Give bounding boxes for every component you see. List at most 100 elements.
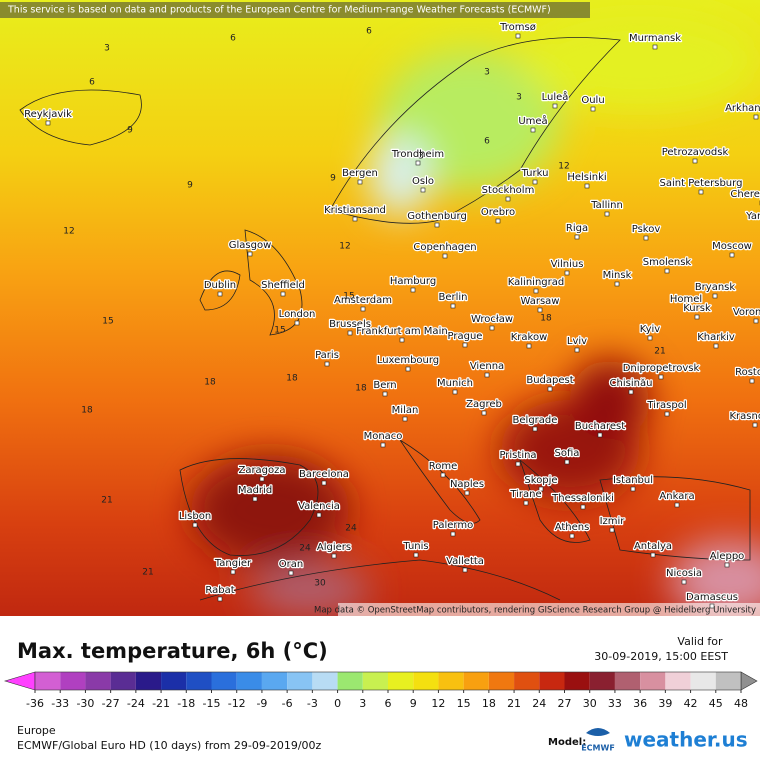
colorbar-band: [110, 672, 136, 690]
city-marker: [45, 120, 51, 126]
city-label: Yaroslavl: [745, 211, 760, 222]
city-marker: [515, 33, 521, 39]
colorbar-band: [514, 672, 540, 690]
colorbar-tick-label: 42: [684, 697, 698, 710]
city-marker: [405, 366, 411, 372]
city-label: Oulu: [581, 95, 604, 106]
city-marker: [597, 432, 603, 438]
city-label: Umeå: [518, 114, 547, 127]
colorbar-band: [337, 672, 363, 690]
city-label: Monaco: [364, 431, 403, 442]
city-marker: [650, 552, 656, 558]
city-label: London: [279, 309, 316, 320]
city-marker: [709, 603, 715, 609]
city-marker: [681, 579, 687, 585]
city-marker: [217, 291, 223, 297]
colorbar-band: [135, 672, 162, 690]
city-marker: [547, 386, 553, 392]
city-marker: [434, 222, 440, 228]
city-marker: [413, 552, 419, 558]
city-marker: [415, 160, 421, 166]
city-marker: [495, 218, 501, 224]
city-marker: [574, 347, 580, 353]
city-label: Kharkiv: [697, 332, 735, 343]
colorbar-tick-label: 21: [507, 697, 521, 710]
city-marker: [217, 596, 223, 602]
colorbar-tick-label: -15: [203, 697, 221, 710]
city-label: Luxembourg: [377, 355, 439, 366]
city-label: Skopje: [524, 475, 557, 486]
warm-area: [520, 10, 760, 110]
city-marker: [280, 291, 286, 297]
colorbar-band: [287, 672, 313, 690]
city-marker: [515, 461, 521, 467]
contour-label: 3: [104, 44, 110, 54]
city-marker: [505, 196, 511, 202]
coastlines: [19, 37, 751, 601]
contour-label: 21: [142, 568, 153, 578]
city-marker: [752, 422, 758, 428]
contour-label: 15: [343, 292, 354, 302]
city-label: Antalya: [634, 541, 672, 552]
colorbar-tick-label: 48: [734, 697, 748, 710]
contour-label: 18: [286, 374, 298, 384]
city-label: Krasnodar: [729, 411, 760, 422]
city-label: Tallinn: [590, 200, 623, 211]
city-marker: [664, 268, 670, 274]
city-label: Bern: [373, 380, 396, 391]
city-label: Aleppo: [710, 551, 745, 562]
contour-label: 3: [484, 68, 490, 78]
city-label: Kristiansand: [324, 205, 386, 216]
colorbar-tick-label: -30: [76, 697, 94, 710]
city-marker: [609, 527, 615, 533]
colorbar-tick-label: -18: [177, 697, 195, 710]
contour-label: 18: [540, 314, 552, 324]
city-label: Tangier: [214, 558, 252, 569]
city-label: Naples: [450, 479, 484, 490]
city-label: Krakow: [511, 332, 548, 343]
contour-label: 3: [418, 152, 424, 162]
city-marker: [360, 306, 366, 312]
contour-label: 15: [102, 317, 113, 327]
city-label: Saint Petersburg: [660, 178, 743, 189]
colorbar-band: [186, 672, 212, 690]
city-label: Lisbon: [179, 511, 211, 522]
city-label: Pristina: [499, 450, 536, 461]
city-label: Algiers: [317, 542, 351, 553]
valid-time: 30-09-2019, 15:00 EEST: [594, 650, 728, 663]
city-label: Vienna: [470, 361, 504, 372]
city-marker: [440, 472, 446, 478]
city-label: Stockholm: [482, 185, 535, 196]
city-label: Kyiv: [640, 324, 661, 335]
city-label: Trondheim: [391, 149, 444, 160]
hot-area: [250, 565, 370, 615]
city-marker: [674, 502, 680, 508]
city-marker: [352, 216, 358, 222]
ecmwf-logo: [586, 728, 610, 736]
colorbar-band: [463, 672, 489, 690]
city-marker: [604, 211, 610, 217]
attribution-bar: [338, 603, 760, 616]
city-marker: [410, 287, 416, 293]
city-marker: [692, 158, 698, 164]
colorbar-tick-label: 24: [532, 697, 546, 710]
city-marker: [532, 179, 538, 185]
city-label: Petrozavodsk: [662, 147, 729, 158]
city-label: Nicosia: [666, 568, 702, 579]
city-marker: [452, 389, 458, 395]
city-label: Tirane: [509, 489, 541, 500]
city-label: Valencia: [298, 501, 340, 512]
city-label: Bryansk: [695, 282, 736, 293]
colorbar-band: [35, 672, 61, 690]
city-label: Gothenburg: [407, 211, 467, 222]
colorbar-band: [261, 672, 288, 690]
city-label: Vilnius: [551, 259, 584, 270]
city-marker: [357, 179, 363, 185]
city-marker: [664, 411, 670, 417]
city-marker: [331, 553, 337, 559]
city-label: Rostov: [735, 367, 760, 378]
contour-label: 24: [299, 544, 311, 554]
city-marker: [347, 330, 353, 336]
city-label: Oslo: [412, 176, 434, 187]
city-marker: [590, 106, 596, 112]
